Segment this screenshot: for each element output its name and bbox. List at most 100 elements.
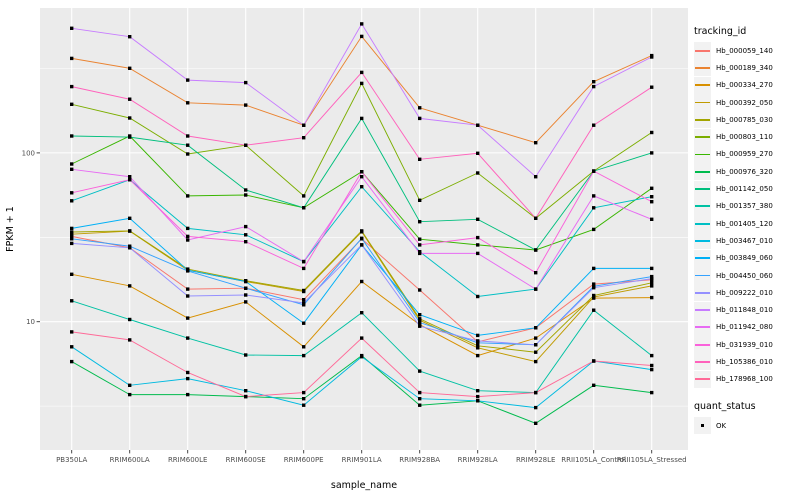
data-point	[650, 151, 654, 155]
data-point	[302, 136, 306, 140]
legend-item-Hb_001142_050: Hb_001142_050	[694, 180, 800, 198]
data-point	[302, 390, 306, 395]
data-point	[70, 199, 74, 203]
data-point	[70, 26, 74, 30]
x-tick-label: RRIM600LE	[168, 456, 208, 464]
data-point	[592, 286, 596, 290]
data-point	[360, 81, 364, 86]
data-point	[534, 248, 538, 252]
data-point	[70, 162, 74, 166]
data-point	[186, 152, 190, 156]
data-point	[534, 350, 538, 354]
legend-item-label: Hb_105386_010	[716, 357, 773, 366]
data-point	[70, 226, 74, 231]
data-point	[302, 303, 306, 307]
data-point	[70, 272, 74, 276]
data-point	[534, 405, 538, 410]
data-point	[70, 191, 74, 195]
legend-line-icon	[695, 291, 710, 294]
data-point	[534, 336, 538, 340]
legend-item-Hb_004450_060: Hb_004450_060	[694, 267, 800, 284]
data-point	[186, 134, 190, 138]
data-point	[70, 134, 74, 138]
data-point	[302, 301, 306, 305]
data-point	[128, 392, 132, 397]
legend-key-swatch	[694, 370, 711, 388]
legend-item-label: Hb_003849_060	[716, 254, 773, 263]
legend-line-icon	[695, 274, 710, 277]
data-point	[186, 370, 190, 375]
data-point	[70, 330, 74, 334]
legend-key-swatch	[694, 336, 711, 354]
data-point	[476, 251, 480, 256]
data-point	[70, 56, 74, 61]
data-point	[534, 141, 538, 145]
data-point	[302, 206, 306, 210]
legend-line-icon	[695, 153, 710, 156]
data-point	[418, 157, 422, 161]
legend-item-label: Hb_000959_270	[716, 150, 773, 159]
data-point	[186, 238, 190, 242]
data-point	[476, 344, 480, 348]
legend-item-label: Hb_178968_100	[716, 375, 773, 384]
data-point	[186, 336, 190, 340]
data-point	[476, 171, 480, 175]
legend-line-icon	[695, 240, 710, 242]
data-point	[302, 194, 306, 198]
data-point	[418, 403, 422, 407]
data-point	[302, 259, 306, 264]
data-point	[186, 226, 190, 231]
data-point	[360, 311, 364, 315]
legend-key-swatch	[694, 232, 711, 250]
data-point	[70, 230, 74, 234]
data-point	[592, 282, 596, 286]
data-point	[244, 103, 248, 107]
data-point	[476, 394, 480, 399]
data-point	[476, 389, 480, 393]
data-point	[244, 353, 248, 357]
data-point	[476, 217, 480, 221]
data-point	[128, 178, 132, 182]
x-tick-label: RRII105LA_Stressed	[617, 456, 687, 464]
data-point	[418, 106, 422, 110]
legend-item-label: Hb_000976_320	[716, 167, 773, 176]
data-point	[418, 397, 422, 401]
legend-item-Hb_011848_010: Hb_011848_010	[694, 301, 800, 319]
data-point	[128, 66, 132, 70]
data-point	[650, 266, 654, 271]
data-point	[650, 367, 654, 372]
data-point	[244, 224, 248, 229]
legend-item-Hb_000785_030: Hb_000785_030	[694, 111, 800, 129]
data-point	[244, 293, 248, 297]
legend-line-icon	[695, 170, 710, 173]
data-point	[650, 55, 654, 59]
data-point	[360, 336, 364, 340]
data-point	[476, 341, 480, 345]
data-point	[650, 295, 654, 300]
legend-key-swatch	[694, 111, 711, 129]
data-point	[360, 229, 364, 233]
data-point	[476, 333, 480, 338]
legend-line-icon	[695, 136, 710, 139]
y-tick-label: 10	[26, 318, 35, 326]
data-point	[476, 151, 480, 155]
data-point	[128, 246, 132, 250]
data-point	[70, 299, 74, 303]
data-point	[70, 234, 74, 239]
data-point	[592, 266, 596, 271]
legend-item-Hb_000976_320: Hb_000976_320	[694, 163, 800, 181]
legend-item-label: OK	[716, 421, 727, 430]
legend-line-icon	[695, 188, 710, 190]
x-tick-label: RRIM600PE	[284, 456, 324, 464]
legend-item-Hb_178968_100: Hb_178968_100	[694, 370, 800, 388]
data-point	[534, 390, 538, 395]
legend-key-swatch	[694, 249, 711, 267]
data-point	[70, 102, 74, 106]
legend-item-Hb_000392_050: Hb_000392_050	[694, 94, 800, 112]
data-point	[244, 389, 248, 393]
data-point	[476, 353, 480, 358]
data-point	[70, 359, 74, 364]
data-point	[186, 392, 190, 397]
data-point	[418, 313, 422, 317]
